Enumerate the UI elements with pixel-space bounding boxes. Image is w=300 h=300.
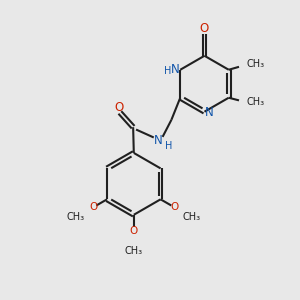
Text: H: H [165, 141, 172, 151]
Text: O: O [130, 226, 138, 236]
Text: N: N [205, 106, 213, 119]
Text: O: O [115, 101, 124, 114]
Text: CH₃: CH₃ [246, 97, 265, 107]
Text: CH₃: CH₃ [125, 246, 143, 256]
Text: CH₃: CH₃ [67, 212, 85, 222]
Text: H: H [164, 66, 171, 76]
Text: O: O [89, 202, 97, 212]
Text: CH₃: CH₃ [246, 59, 265, 70]
Text: CH₃: CH₃ [183, 212, 201, 222]
Text: N: N [154, 134, 163, 147]
Text: N: N [171, 63, 179, 76]
Text: O: O [200, 22, 209, 35]
Text: O: O [170, 202, 179, 212]
